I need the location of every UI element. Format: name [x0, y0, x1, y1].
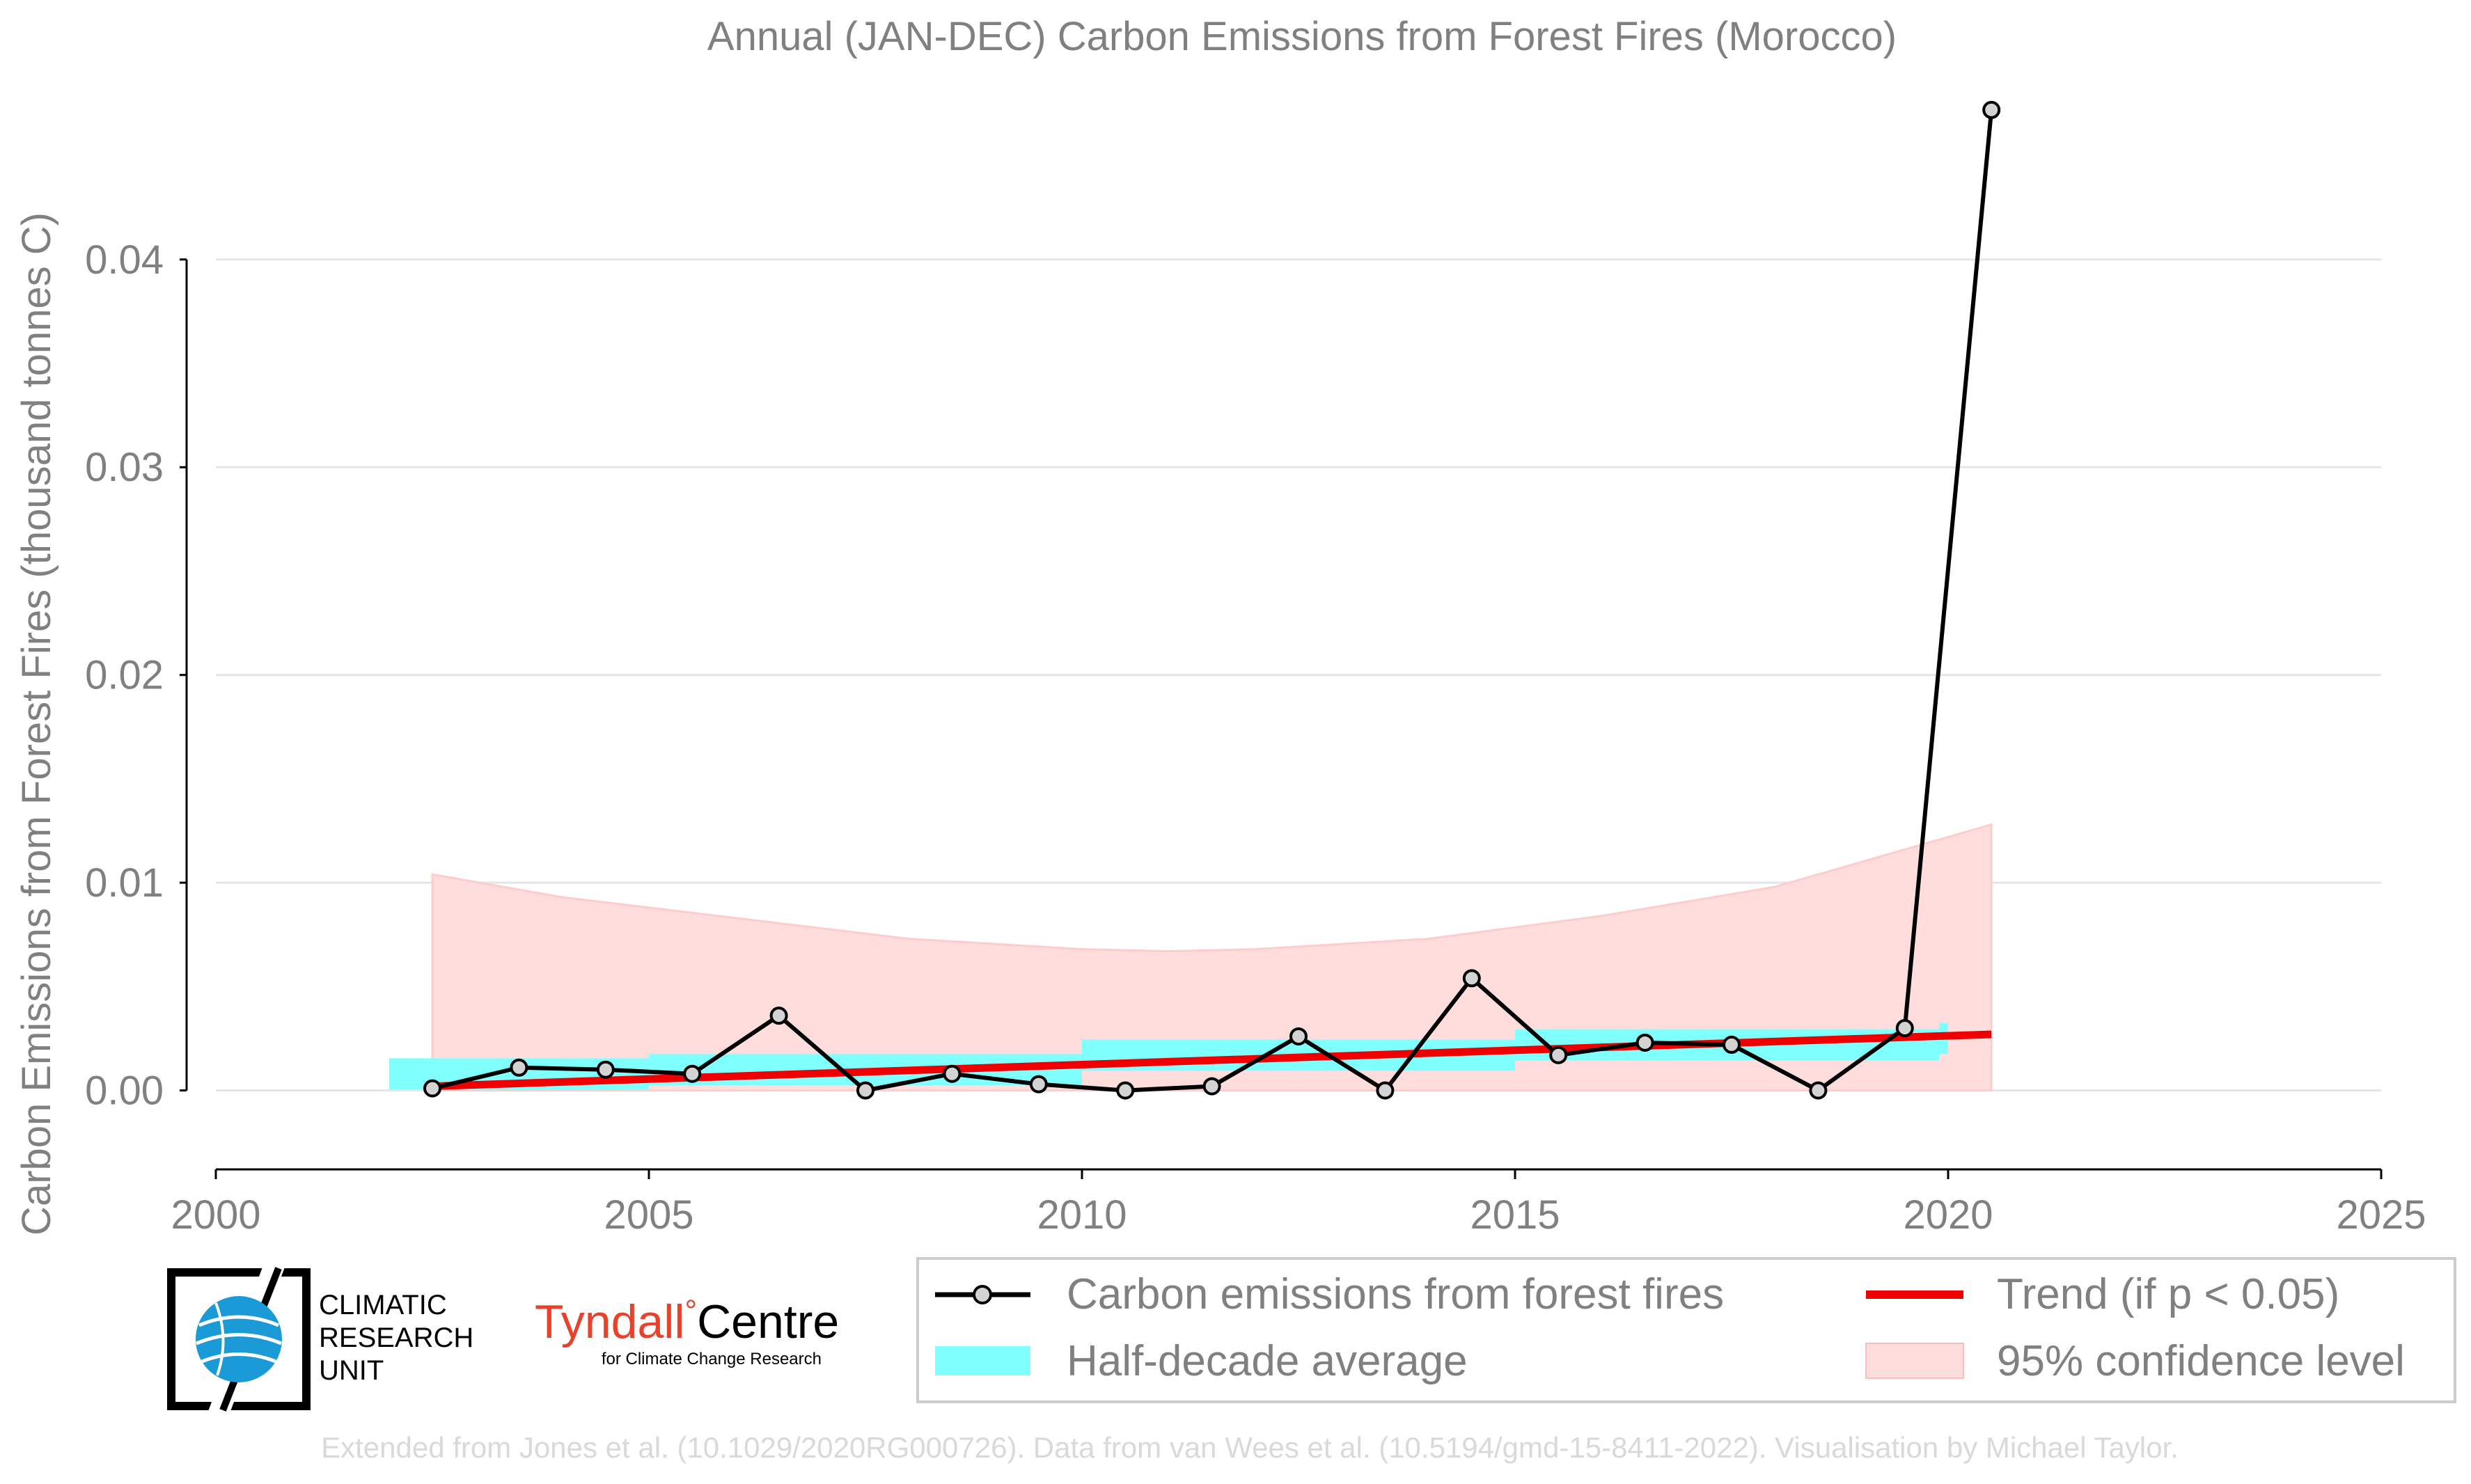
- cru-logo-frame: [167, 1268, 311, 1410]
- y-tick-label: 0.00: [85, 1068, 164, 1114]
- emissions-point: [1462, 969, 1481, 988]
- cru-logo-line2: RESEARCH: [319, 1323, 473, 1353]
- legend-half-decade-swatch: [935, 1346, 1030, 1375]
- legend-item-half-decade: Half-decade average: [935, 1337, 1468, 1385]
- x-tick-label: 2015: [1470, 1192, 1560, 1238]
- tyndall-logo-subtitle: for Climate Change Research: [602, 1350, 822, 1368]
- emissions-point: [683, 1064, 702, 1083]
- legend-item-emissions: Carbon emissions from forest fires: [935, 1270, 1724, 1318]
- emissions-line-layer: [423, 100, 2001, 1100]
- legend-half-decade-label: Half-decade average: [1067, 1337, 1468, 1385]
- emissions-point: [596, 1060, 615, 1079]
- confidence-band: [431, 823, 1993, 1092]
- legend-frame: [916, 1257, 2456, 1403]
- footer-credit: Extended from Jones et al. (10.1029/2020…: [321, 1431, 2179, 1464]
- y-tick-label: 0.03: [85, 445, 164, 490]
- cru-logo: CLIMATIC RESEARCH UNIT: [167, 1265, 473, 1413]
- emissions-point: [1289, 1027, 1308, 1045]
- legend-item-trend: Trend (if p < 0.05): [1866, 1270, 2339, 1318]
- tyndall-logo: Tyndall°Centre for Climate Change Resear…: [535, 1294, 839, 1368]
- emissions-point: [1809, 1081, 1828, 1100]
- x-tick-label: 2025: [2336, 1192, 2426, 1238]
- cru-logo-line1: CLIMATIC: [319, 1290, 447, 1320]
- emissions-point: [1549, 1045, 1568, 1064]
- emissions-point: [510, 1058, 528, 1077]
- legend-emissions-marker: [973, 1285, 992, 1304]
- x-tick-label: 2020: [1903, 1192, 1993, 1238]
- emissions-point: [1723, 1035, 1741, 1054]
- emissions-point: [943, 1064, 962, 1083]
- x-tick-label: 2000: [171, 1192, 260, 1238]
- tick-labels: 0.00 0.01 0.02 0.03 0.04 2000 2005 2010 2015 2020…: [85, 237, 2426, 1238]
- emissions-point: [423, 1079, 441, 1098]
- x-tick-label: 2005: [604, 1192, 693, 1238]
- emissions-point: [856, 1081, 874, 1100]
- grid-lines: [216, 258, 2381, 1092]
- legend-trend-label: Trend (if p < 0.05): [1997, 1270, 2339, 1318]
- emissions-point: [1202, 1077, 1221, 1096]
- globe-icon: [196, 1296, 282, 1382]
- legend-confidence-label: 95% confidence level: [1997, 1337, 2405, 1385]
- legend-emissions-label: Carbon emissions from forest fires: [1067, 1270, 1724, 1318]
- chart-title: Annual (JAN-DEC) Carbon Emissions from F…: [707, 14, 1897, 59]
- y-axis-label: Carbon Emissions from Forest Fires (thou…: [14, 212, 59, 1236]
- cru-logo-line3: UNIT: [319, 1355, 384, 1386]
- emissions-point: [1982, 100, 2001, 119]
- confidence-band-layer: [431, 823, 1993, 1092]
- emissions-point: [1895, 1019, 1914, 1038]
- emissions-point: [769, 1007, 788, 1025]
- emissions-point: [1635, 1033, 1654, 1052]
- emissions-point: [1116, 1081, 1135, 1100]
- emissions-point: [1376, 1081, 1395, 1100]
- tyndall-logo-name: Tyndall°Centre: [535, 1294, 839, 1348]
- x-tick-label: 2010: [1037, 1192, 1127, 1238]
- y-tick-label: 0.02: [85, 653, 164, 698]
- legend-confidence-swatch: [1865, 1343, 1964, 1379]
- legend-item-confidence: 95% confidence level: [1865, 1337, 2405, 1385]
- y-tick-label: 0.01: [85, 860, 164, 906]
- legend: Carbon emissions from forest fires Trend…: [916, 1257, 2456, 1403]
- emissions-point: [1029, 1075, 1048, 1094]
- y-tick-label: 0.04: [85, 237, 164, 283]
- axes: [180, 258, 2383, 1179]
